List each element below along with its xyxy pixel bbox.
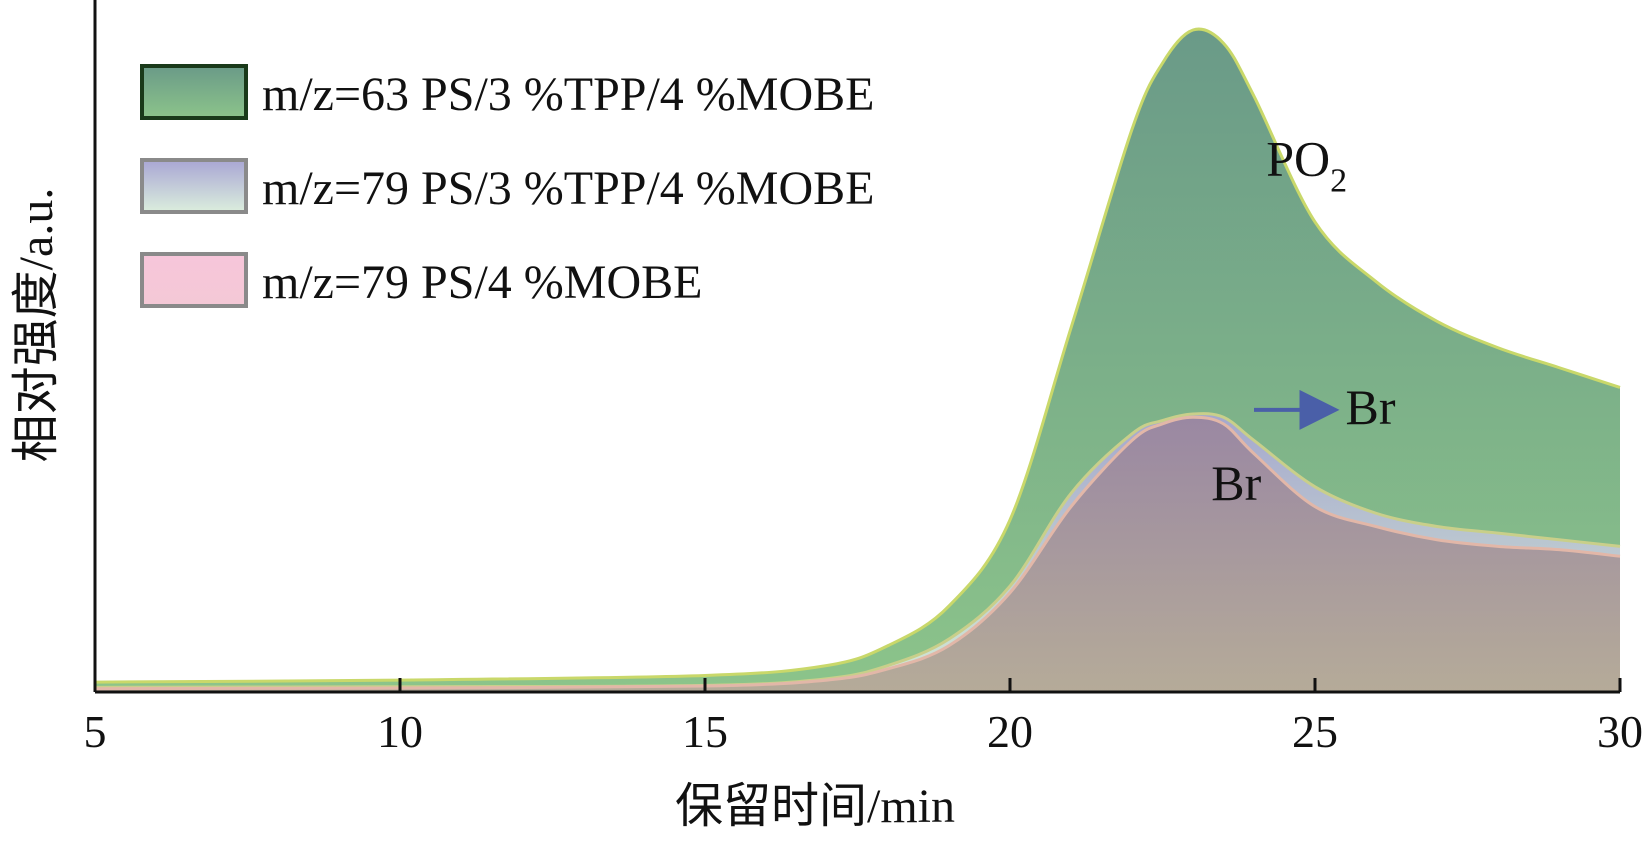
annotation-1: Br bbox=[1346, 379, 1396, 435]
legend-swatch-series-0 bbox=[140, 64, 248, 120]
plot-area bbox=[94, 27, 1621, 692]
legend-label-series-1: m/z=79 PS/3 %TPP/4 %MOBE bbox=[262, 162, 874, 215]
x-tick-label-4: 25 bbox=[1292, 706, 1338, 757]
annotation-2: Br bbox=[1211, 455, 1261, 511]
line-series-2 bbox=[94, 415, 1621, 691]
line-series-0 bbox=[94, 27, 1621, 684]
x-tick-label-2: 15 bbox=[682, 706, 728, 757]
legend-swatch-series-1 bbox=[140, 158, 248, 214]
legend: m/z=63 PS/3 %TPP/4 %MOBE m/z=79 PS/3 %TP… bbox=[140, 64, 874, 309]
y-axis-title: 相对强度/a.u. bbox=[10, 188, 63, 463]
legend-swatch-series-2 bbox=[140, 252, 248, 308]
legend-label-series-0: m/z=63 PS/3 %TPP/4 %MOBE bbox=[262, 68, 874, 121]
x-tick-label-5: 30 bbox=[1597, 706, 1643, 757]
legend-label-series-2: m/z=79 PS/4 %MOBE bbox=[262, 256, 702, 309]
x-tick-label-1: 10 bbox=[377, 706, 423, 757]
x-tick-label-0: 5 bbox=[84, 706, 107, 757]
x-tick-label-3: 20 bbox=[987, 706, 1033, 757]
area-series-2 bbox=[95, 417, 1620, 692]
x-axis-ticks: 5 10 15 20 25 30 bbox=[84, 678, 1643, 757]
x-axis-title: 保留时间/min bbox=[675, 780, 955, 833]
